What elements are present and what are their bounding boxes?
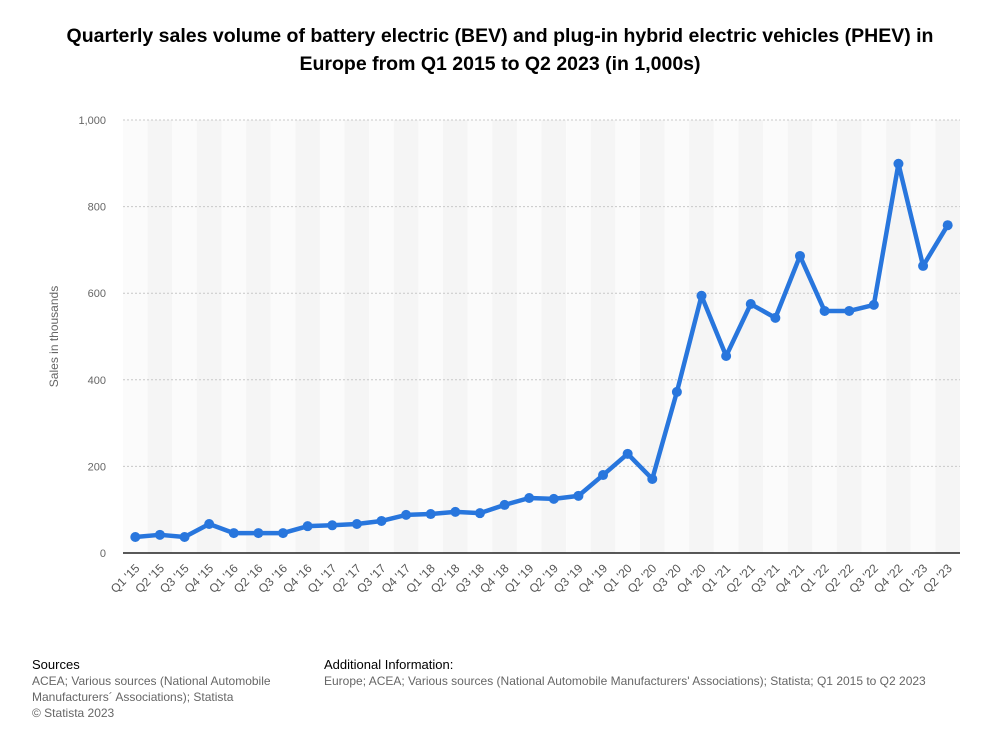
data-point (770, 312, 781, 323)
y-tick-label: 0 (100, 548, 106, 560)
y-tick-label: 1,000 (78, 115, 106, 127)
column-band (910, 120, 936, 553)
column-band (393, 120, 419, 553)
data-point (376, 515, 387, 526)
data-point (253, 528, 264, 539)
data-point (179, 531, 190, 542)
data-point (622, 448, 633, 459)
column-band (738, 120, 764, 553)
data-point (302, 521, 313, 532)
data-point (425, 509, 436, 520)
column-band (639, 120, 665, 553)
data-point (130, 531, 141, 542)
column-band (516, 120, 542, 553)
column-band (886, 120, 911, 553)
column-band (172, 120, 197, 553)
data-point (278, 528, 289, 539)
copyright: © Statista 2023 (32, 706, 115, 720)
column-band (590, 120, 616, 553)
data-point (844, 305, 855, 316)
y-tick-label: 400 (88, 375, 106, 387)
sources-heading: Sources (32, 657, 80, 672)
column-band (615, 120, 640, 553)
column-band (246, 120, 271, 553)
y-tick-label: 600 (88, 288, 106, 300)
data-point (154, 529, 165, 540)
data-point (450, 506, 461, 517)
sources-text: ACEA; Various sources (National Automobi… (32, 674, 271, 704)
chart-title: Quarterly sales volume of battery electr… (66, 25, 934, 75)
column-band (664, 120, 690, 553)
column-band (763, 120, 788, 553)
data-point (647, 473, 658, 484)
column-band (295, 120, 320, 553)
data-point (474, 508, 485, 519)
y-tick-label: 800 (88, 202, 106, 214)
data-point (893, 158, 904, 169)
column-band (935, 120, 960, 553)
data-point (228, 528, 239, 539)
column-band (812, 120, 837, 553)
info-heading: Additional Information: (324, 657, 454, 672)
column-band (344, 120, 370, 553)
column-band (492, 120, 517, 553)
y-axis-label: Sales in thousands (47, 286, 61, 387)
data-point (401, 509, 412, 520)
column-band (196, 120, 222, 553)
data-point (598, 470, 609, 481)
column-band (836, 120, 862, 553)
y-tick-label: 200 (88, 461, 106, 473)
data-point (819, 305, 830, 316)
data-point (918, 260, 929, 271)
column-band (861, 120, 887, 553)
data-point (794, 250, 805, 261)
column-band (443, 120, 468, 553)
series-line (135, 161, 950, 540)
additional-info-block: Additional Information: Europe; ACEA; Va… (324, 657, 974, 689)
column-band (787, 120, 813, 553)
data-point (548, 493, 559, 504)
data-point (671, 386, 682, 397)
column-band (467, 120, 493, 553)
data-point (868, 299, 879, 310)
column-band (123, 120, 148, 553)
data-point (327, 520, 338, 531)
column-band (566, 120, 591, 553)
column-band (221, 120, 247, 553)
data-point (696, 290, 707, 301)
data-point (721, 350, 732, 361)
data-point (942, 220, 953, 231)
data-point (204, 518, 215, 529)
x-tick-label: Q2 '23 (920, 561, 955, 596)
data-point (573, 490, 584, 501)
data-point (524, 493, 535, 504)
column-band (319, 120, 345, 553)
column-band (147, 120, 173, 553)
column-band (369, 120, 394, 553)
data-point (351, 518, 362, 529)
column-band (541, 120, 567, 553)
column-band (418, 120, 444, 553)
info-text: Europe; ACEA; Various sources (National … (324, 674, 926, 688)
sources-block: Sources ACEA; Various sources (National … (32, 657, 312, 721)
data-point (499, 499, 510, 510)
column-band (270, 120, 296, 553)
data-point (745, 299, 756, 310)
